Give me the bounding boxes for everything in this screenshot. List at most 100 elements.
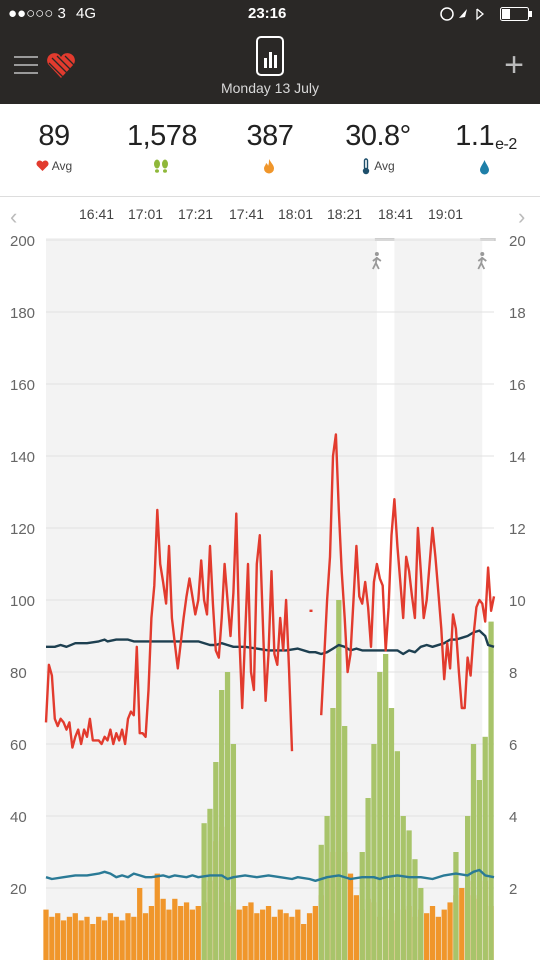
calories-bar — [131, 916, 137, 960]
steps-bar — [330, 708, 336, 960]
calories-bar — [306, 913, 313, 960]
temperature-line — [46, 629, 495, 656]
battery-icon — [500, 7, 534, 25]
calories-bar — [260, 909, 266, 960]
calories-bar — [295, 909, 301, 960]
calories-bar — [113, 916, 119, 960]
left-tick-label: 20 — [10, 881, 27, 898]
thermometer-icon — [363, 157, 370, 174]
calories-bar — [96, 916, 102, 960]
calories-bar — [265, 906, 272, 960]
calories-bar — [43, 909, 49, 960]
left-tick-label: 180 — [10, 305, 35, 322]
stat-value: 1.1 — [455, 120, 495, 152]
right-tick-label: 20 — [509, 233, 526, 250]
time-label: 19:01 — [428, 206, 464, 222]
right-tick-label: 14 — [509, 449, 526, 466]
left-tick-label: 200 — [10, 233, 35, 250]
flame-icon — [263, 158, 274, 173]
calories-bar — [189, 909, 196, 960]
heart-rate-line — [320, 433, 496, 716]
right-tick-label: 8 — [509, 665, 517, 682]
stat-calories[interactable]: 387 — [220, 120, 320, 175]
steps-bar — [470, 744, 477, 960]
stat-value: 30.8° — [345, 120, 411, 152]
app-header: Monday 13 July + — [0, 28, 540, 104]
hamburger-menu-icon[interactable] — [14, 56, 38, 74]
water-drop-icon — [480, 159, 489, 174]
stat-steps[interactable]: 1,578 — [112, 120, 212, 175]
steps-bar — [324, 816, 330, 960]
calories-bar — [78, 920, 84, 960]
steps-bar — [465, 816, 471, 960]
right-tick-label: 6 — [509, 737, 517, 754]
calories-bar — [125, 913, 131, 960]
left-tick-label: 160 — [10, 377, 35, 394]
calories-bar — [90, 924, 96, 960]
stat-value: 89 — [38, 120, 70, 152]
calories-bar — [148, 906, 155, 960]
steps-bar — [207, 808, 213, 960]
steps-bar — [418, 888, 424, 960]
steps-bar — [488, 621, 494, 960]
heart-logo-icon[interactable] — [46, 52, 76, 85]
stat-exponent: e-2 — [495, 136, 517, 153]
header-date: Monday 13 July — [220, 80, 320, 96]
steps-bar — [359, 852, 365, 960]
status-time: 23:16 — [248, 5, 287, 22]
calories-bar — [183, 902, 190, 960]
calories-bar — [84, 916, 90, 960]
calories-bar — [289, 916, 295, 960]
time-label: 18:41 — [378, 206, 414, 222]
calories-bar — [353, 895, 360, 960]
steps-bar — [453, 852, 459, 960]
heart-rate-line — [44, 508, 294, 752]
left-tick-label: 40 — [10, 809, 27, 826]
left-tick-label: 80 — [10, 665, 27, 682]
calories-bar — [142, 913, 149, 960]
plus-icon[interactable]: + — [504, 46, 524, 84]
steps-bar — [365, 798, 371, 960]
calories-bar — [101, 920, 108, 960]
calories-bar — [277, 909, 283, 960]
steps-bar — [224, 672, 231, 960]
steps-bar — [336, 600, 342, 960]
calories-bar — [248, 902, 254, 960]
steps-bar — [230, 744, 237, 960]
calories-bar — [271, 916, 278, 960]
prev-arrow-icon[interactable]: ‹ — [10, 204, 18, 229]
calories-bar — [154, 873, 160, 960]
calories-bar — [441, 909, 447, 960]
phone-chart-icon[interactable] — [255, 36, 285, 81]
stats-bar: 89 Avg 1,578 387 30.8° Avg 1.1e-2 — [0, 104, 540, 197]
left-tick-label: 60 — [10, 737, 27, 754]
stat-humidity[interactable]: 1.1e-2 — [436, 120, 536, 176]
calories-bar — [424, 913, 430, 960]
calories-bar — [55, 913, 61, 960]
calories-bar — [160, 898, 166, 960]
stat-temperature[interactable]: 30.8° Avg — [328, 120, 428, 175]
activity-chart[interactable]: 20 40 60 80 100 120 140 160 180 200 2 4 6 8 10 12 14 16 18… — [0, 230, 540, 960]
calories-bar — [242, 906, 248, 960]
next-arrow-icon[interactable]: › — [518, 204, 526, 229]
stat-heart-rate[interactable]: 89 Avg — [4, 120, 104, 175]
stat-value: 1,578 — [126, 120, 198, 152]
steps-bar — [342, 726, 348, 960]
walking-person-icon — [372, 252, 382, 270]
steps-bar — [482, 736, 488, 960]
calories-bar — [435, 916, 442, 960]
left-tick-label: 140 — [10, 449, 35, 466]
steps-bar — [383, 654, 389, 960]
calories-bar — [172, 898, 178, 960]
left-tick-label: 120 — [10, 521, 35, 538]
time-label: 18:21 — [327, 206, 363, 222]
steps-bar — [400, 816, 406, 960]
calories-bar — [283, 913, 289, 960]
steps-bar — [371, 744, 377, 960]
time-label: 17:21 — [178, 206, 214, 222]
footprints-icon — [153, 159, 168, 173]
humidity-line — [45, 868, 495, 882]
right-tick-label: 10 — [509, 593, 526, 610]
carrier-label: ●●○○○ 3 — [8, 5, 66, 22]
calories-bar — [49, 916, 55, 960]
